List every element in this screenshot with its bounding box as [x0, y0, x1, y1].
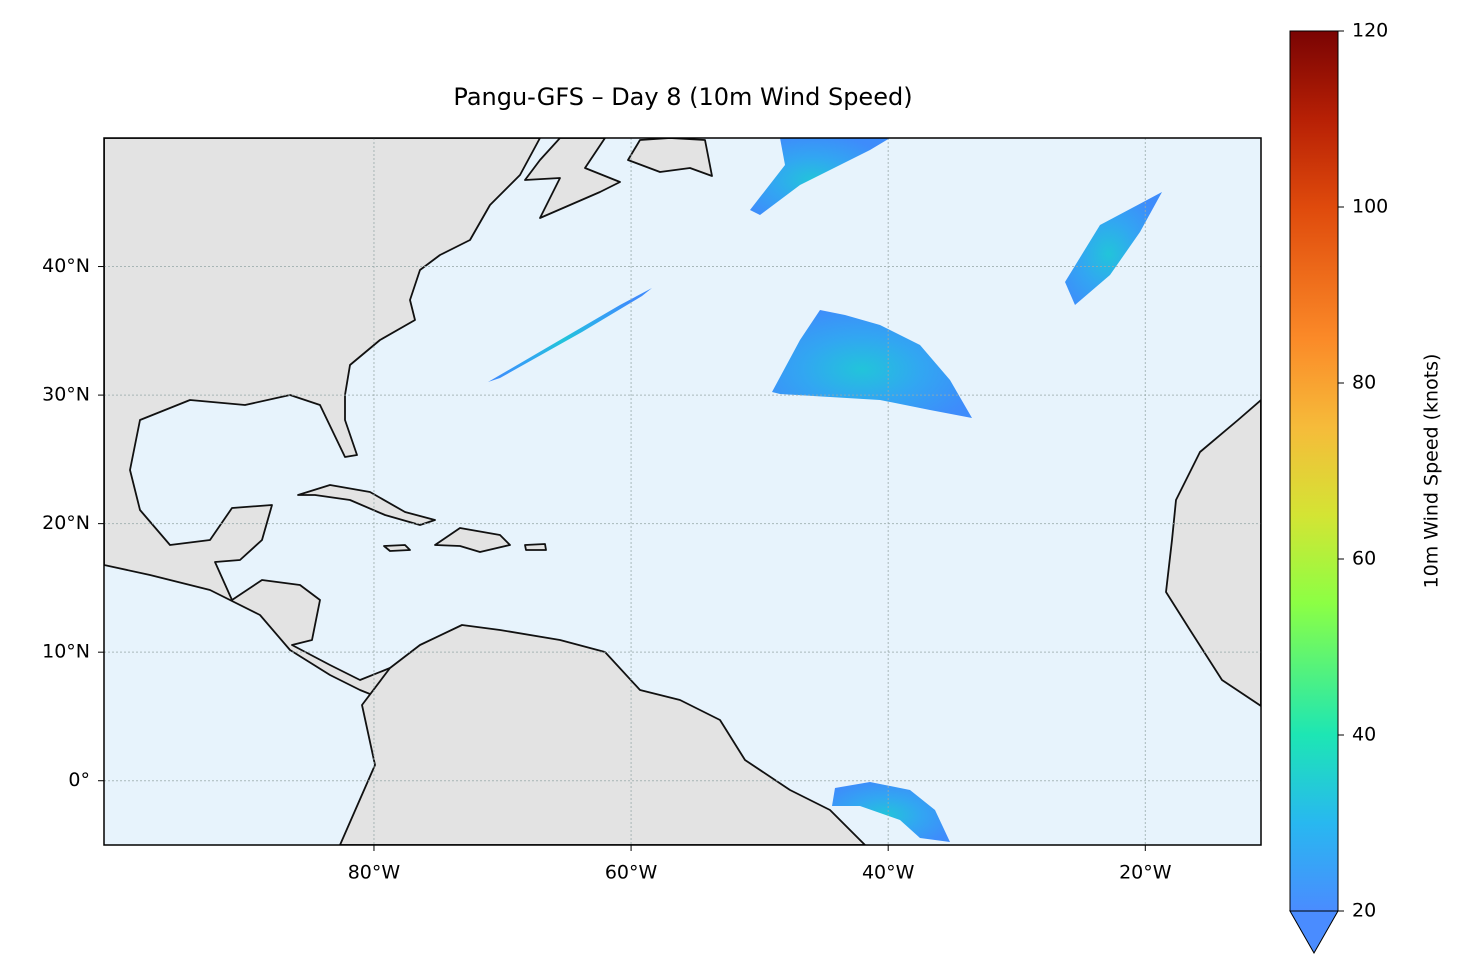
colorbar-extend	[1289, 910, 1339, 955]
hispaniola	[434, 527, 511, 553]
colorbar	[1290, 31, 1338, 911]
y-tick-label: 30°N	[42, 384, 90, 406]
x-tick-label: 40°W	[862, 862, 915, 884]
colorbar-tick-label: 80	[1352, 372, 1376, 394]
jamaica	[383, 544, 411, 552]
colorbar-tick-label: 120	[1352, 20, 1388, 42]
wind-region	[750, 138, 890, 215]
colorbar-frame	[1289, 30, 1339, 912]
y-tick-label: 0°	[68, 769, 90, 791]
wind-region	[488, 288, 652, 382]
colorbar-tick-label: 100	[1352, 196, 1388, 218]
colorbar-tick-label: 40	[1352, 724, 1376, 746]
africa	[1165, 399, 1261, 707]
puerto-rico	[524, 543, 547, 551]
y-tick-label: 10°N	[42, 641, 90, 663]
plot-frame	[103, 137, 1262, 846]
y-tick-label: 40°N	[42, 255, 90, 277]
colorbar-tick-label: 20	[1352, 900, 1376, 922]
colorbar-label: 10m Wind Speed (knots)	[1421, 354, 1443, 589]
x-tick-label: 20°W	[1119, 862, 1172, 884]
nova-scotia	[524, 138, 621, 219]
cuba	[297, 484, 436, 526]
colorbar-tick-label: 60	[1352, 548, 1376, 570]
chart-title: Pangu-GFS – Day 8 (10m Wind Speed)	[453, 83, 912, 111]
x-tick-label: 60°W	[605, 862, 658, 884]
x-tick-label: 80°W	[348, 862, 401, 884]
map-area	[104, 138, 1261, 845]
wind-region	[1065, 192, 1162, 305]
y-tick-label: 20°N	[42, 512, 90, 534]
wind-region	[772, 310, 972, 418]
wind-region	[832, 782, 950, 842]
